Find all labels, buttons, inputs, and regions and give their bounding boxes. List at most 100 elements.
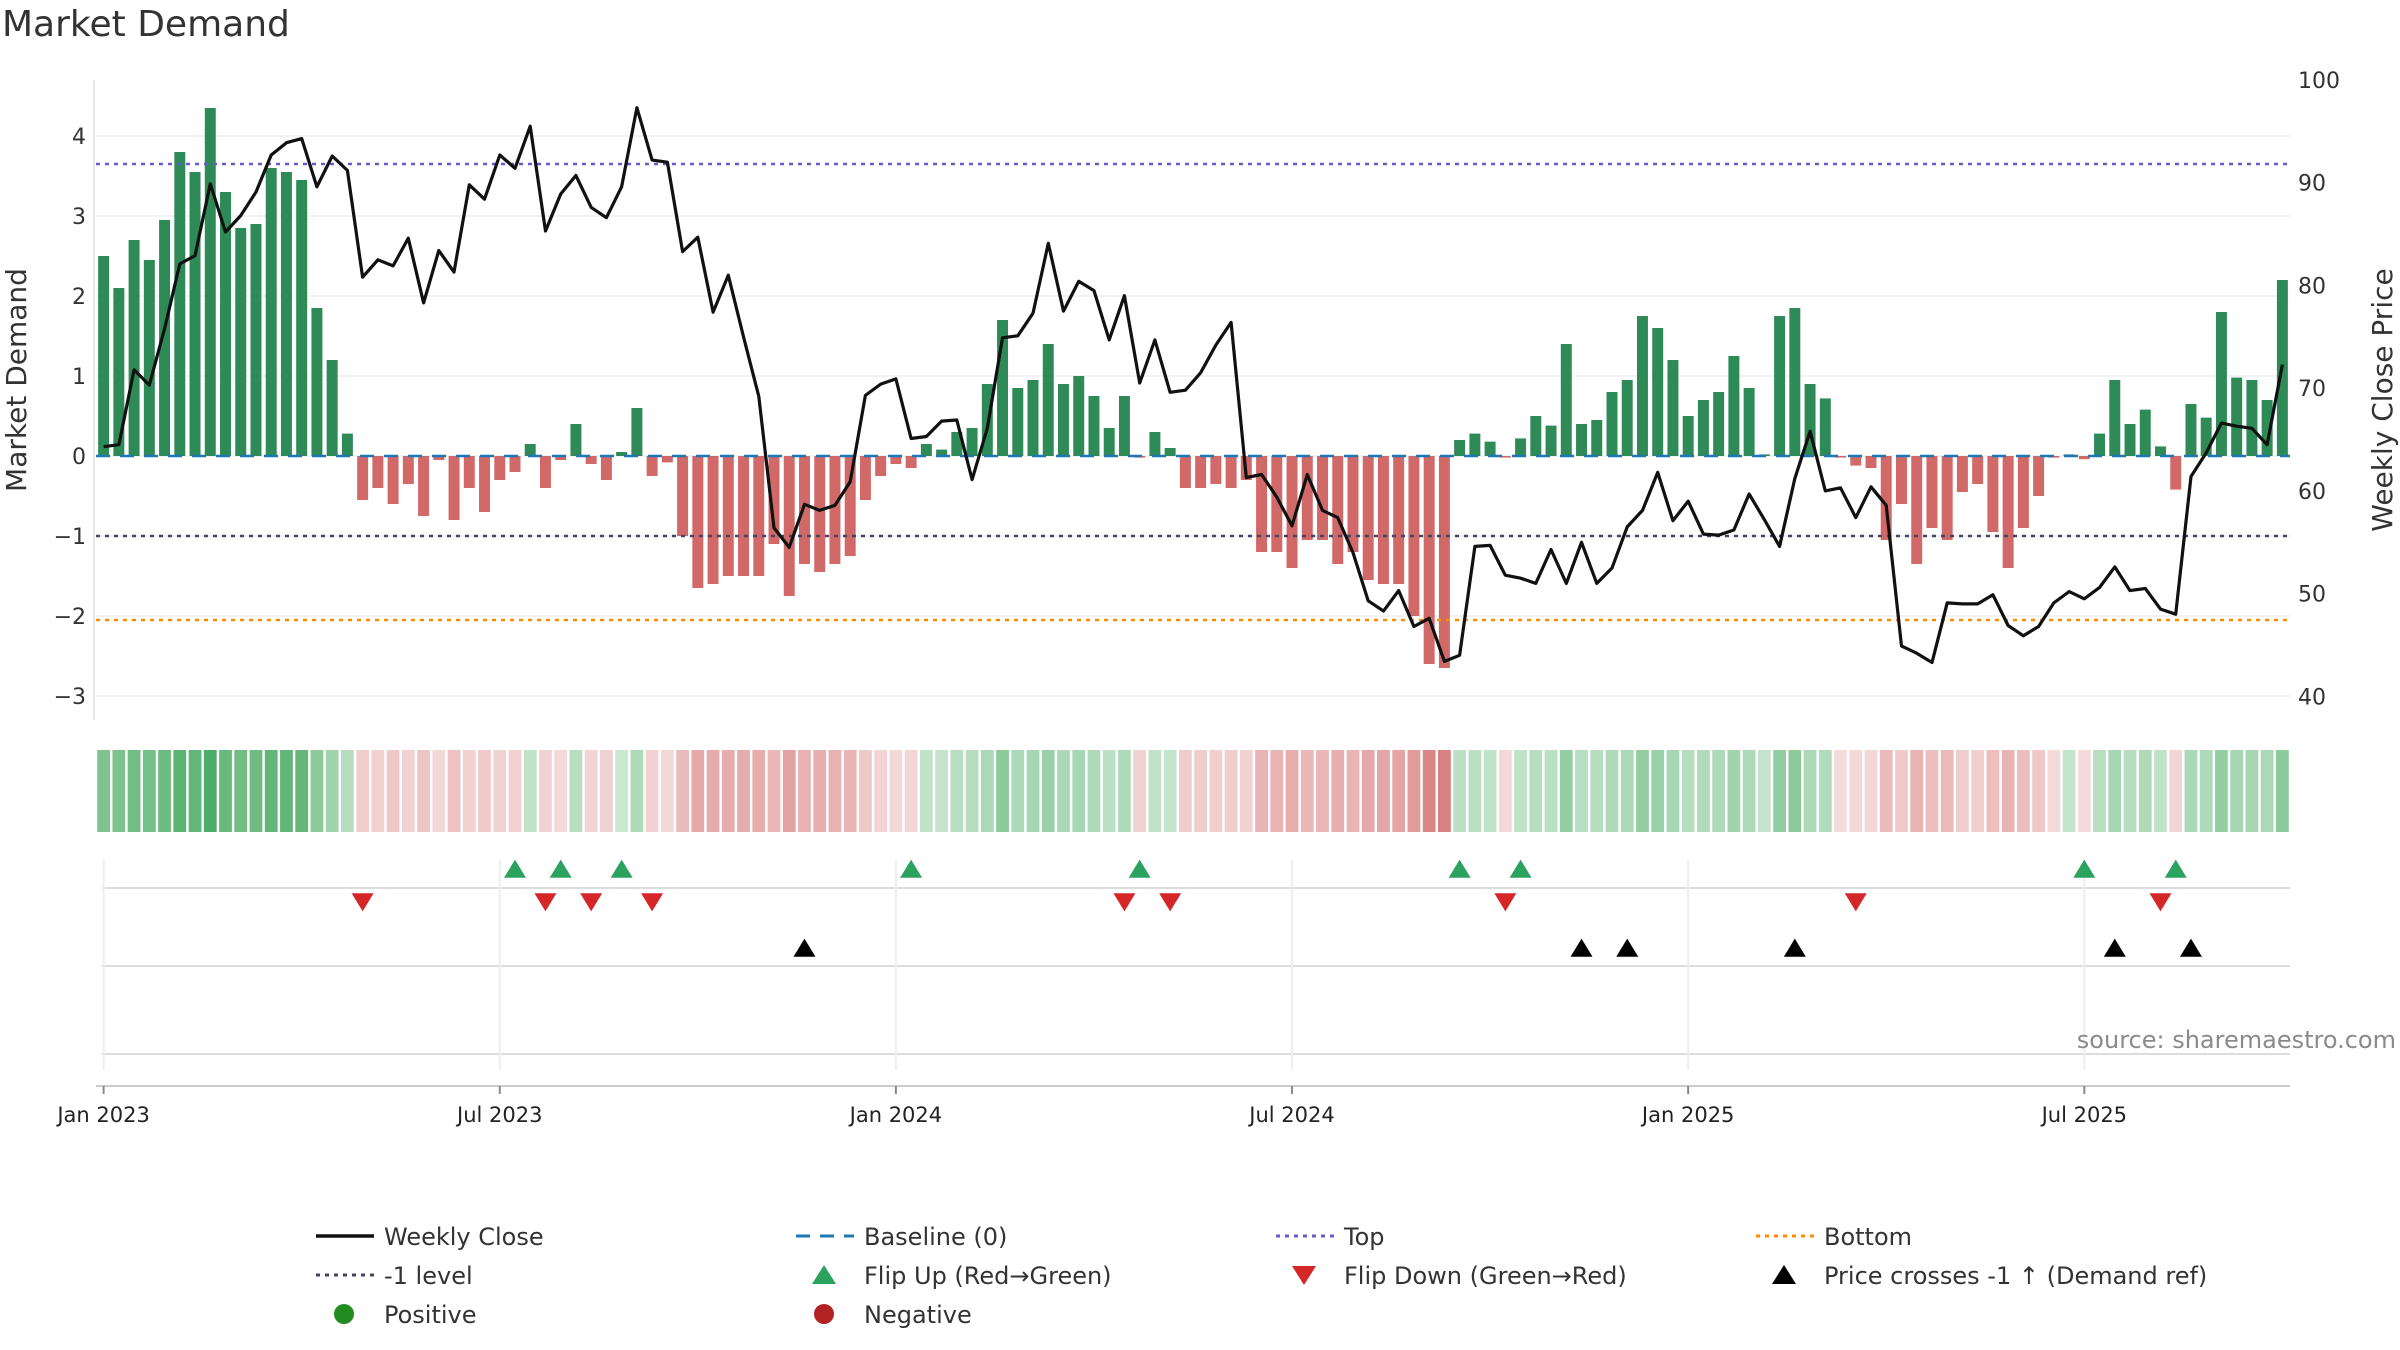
demand-bar-123 (1972, 456, 1984, 484)
band-cell-137 (2184, 750, 2198, 832)
legend: Weekly Close Baseline (0) Top Bottom -1 leve… (316, 1223, 2207, 1329)
band-cell-91 (1483, 750, 1497, 832)
legend-item-9: Negative (814, 1301, 972, 1329)
band-cell-87 (1422, 750, 1436, 832)
legend-item-7: Price crosses -1 ↑ (Demand ref) (1772, 1262, 2207, 1290)
band-cell-58 (980, 750, 994, 832)
demand-bar-54 (920, 444, 932, 456)
band-cell-39 (691, 750, 705, 832)
band-cell-0 (97, 750, 111, 832)
demand-bar-45 (783, 456, 795, 596)
band-cell-34 (615, 750, 629, 832)
band-cell-12 (280, 750, 293, 832)
demand-bar-142 (2261, 400, 2273, 456)
demand-bar-137 (2185, 404, 2197, 456)
x-tick-label-0: Jan 2023 (55, 1103, 150, 1127)
band-cell-69 (1148, 750, 1162, 832)
demand-bar-11 (265, 168, 277, 456)
demand-bar-132 (2109, 380, 2121, 456)
demand-bar-108 (1743, 388, 1755, 456)
demand-bar-79 (1301, 456, 1313, 540)
legend-label-3: Bottom (1824, 1223, 1912, 1251)
demand-bar-81 (1332, 456, 1344, 564)
band-cell-93 (1514, 750, 1527, 832)
band-cell-41 (721, 750, 735, 832)
demand-bar-98 (1591, 420, 1603, 456)
band-cell-50 (859, 750, 872, 832)
band-cell-25 (478, 750, 491, 832)
right-tick-6: 100 (2298, 69, 2340, 94)
legend-swatch-5 (812, 1265, 836, 1284)
demand-bar-72 (1195, 456, 1207, 488)
band-cell-133 (2123, 750, 2137, 832)
band-cell-118 (1895, 750, 1908, 832)
band-cell-64 (1072, 750, 1086, 832)
legend-label-0: Weekly Close (384, 1223, 544, 1251)
demand-bar-84 (1377, 456, 1389, 584)
band-cell-106 (1712, 750, 1726, 832)
demand-bar-85 (1393, 456, 1405, 584)
demand-bar-80 (1317, 456, 1328, 540)
legend-label-9: Negative (864, 1301, 972, 1329)
band-cell-104 (1681, 750, 1695, 832)
legend-label-7: Price crosses -1 ↑ (Demand ref) (1824, 1262, 2207, 1290)
band-cell-92 (1498, 750, 1512, 832)
demand-bar-69 (1149, 432, 1161, 456)
band-cell-99 (1605, 750, 1619, 832)
flip-up-marker-3 (900, 859, 923, 878)
band-cell-13 (295, 750, 309, 832)
demand-bar-65 (1088, 396, 1100, 456)
band-cell-44 (767, 750, 781, 832)
band-cell-1 (112, 750, 126, 832)
band-cell-110 (1773, 750, 1786, 832)
demand-bar-87 (1423, 456, 1435, 664)
demand-bar-10 (250, 224, 262, 456)
demand-bar-107 (1728, 356, 1740, 456)
right-tick-1: 50 (2298, 583, 2326, 608)
band-cell-5 (173, 750, 187, 832)
demand-bar-52 (890, 456, 902, 464)
demand-bar-28 (524, 444, 536, 456)
demand-heat-band (97, 750, 2289, 832)
left-tick-0: −3 (54, 685, 86, 710)
price-cross-marker-3 (1783, 938, 1806, 957)
band-cell-11 (264, 750, 278, 832)
band-cell-125 (2001, 750, 2015, 832)
band-cell-33 (600, 750, 613, 832)
right-tick-3: 70 (2298, 377, 2326, 402)
band-cell-68 (1133, 750, 1147, 832)
flip-up-marker-7 (2073, 859, 2096, 878)
demand-bar-20 (402, 456, 414, 484)
demand-bar-101 (1636, 316, 1648, 456)
left-tick-6: 3 (72, 205, 86, 230)
legend-item-8: Positive (334, 1301, 477, 1329)
demand-bar-8 (220, 192, 231, 456)
demand-bar-63 (1058, 384, 1069, 456)
demand-bar-35 (631, 408, 643, 456)
flip-up-marker-4 (1128, 859, 1151, 878)
demand-bar-126 (2017, 456, 2029, 528)
demand-bar-38 (677, 456, 689, 536)
price-cross-marker-0 (793, 938, 816, 957)
band-cell-74 (1224, 750, 1238, 832)
band-cell-27 (508, 750, 522, 832)
demand-bar-44 (768, 456, 780, 544)
demand-bar-91 (1484, 441, 1496, 456)
demand-bar-29 (539, 456, 551, 488)
demand-bar-16 (341, 433, 353, 456)
band-cell-128 (2047, 750, 2061, 832)
band-cell-32 (584, 750, 598, 832)
right-tick-2: 60 (2298, 480, 2326, 505)
price-cross-marker-1 (1570, 938, 1593, 957)
band-cell-100 (1620, 750, 1634, 832)
right-tick-4: 80 (2298, 274, 2326, 299)
demand-bar-17 (357, 456, 369, 500)
demand-bar-5 (174, 152, 186, 456)
band-cell-95 (1544, 750, 1558, 832)
band-cell-115 (1849, 750, 1863, 832)
band-cell-37 (660, 750, 674, 832)
band-cell-19 (386, 750, 400, 832)
demand-bars (98, 108, 2288, 668)
demand-bar-133 (2124, 424, 2136, 456)
